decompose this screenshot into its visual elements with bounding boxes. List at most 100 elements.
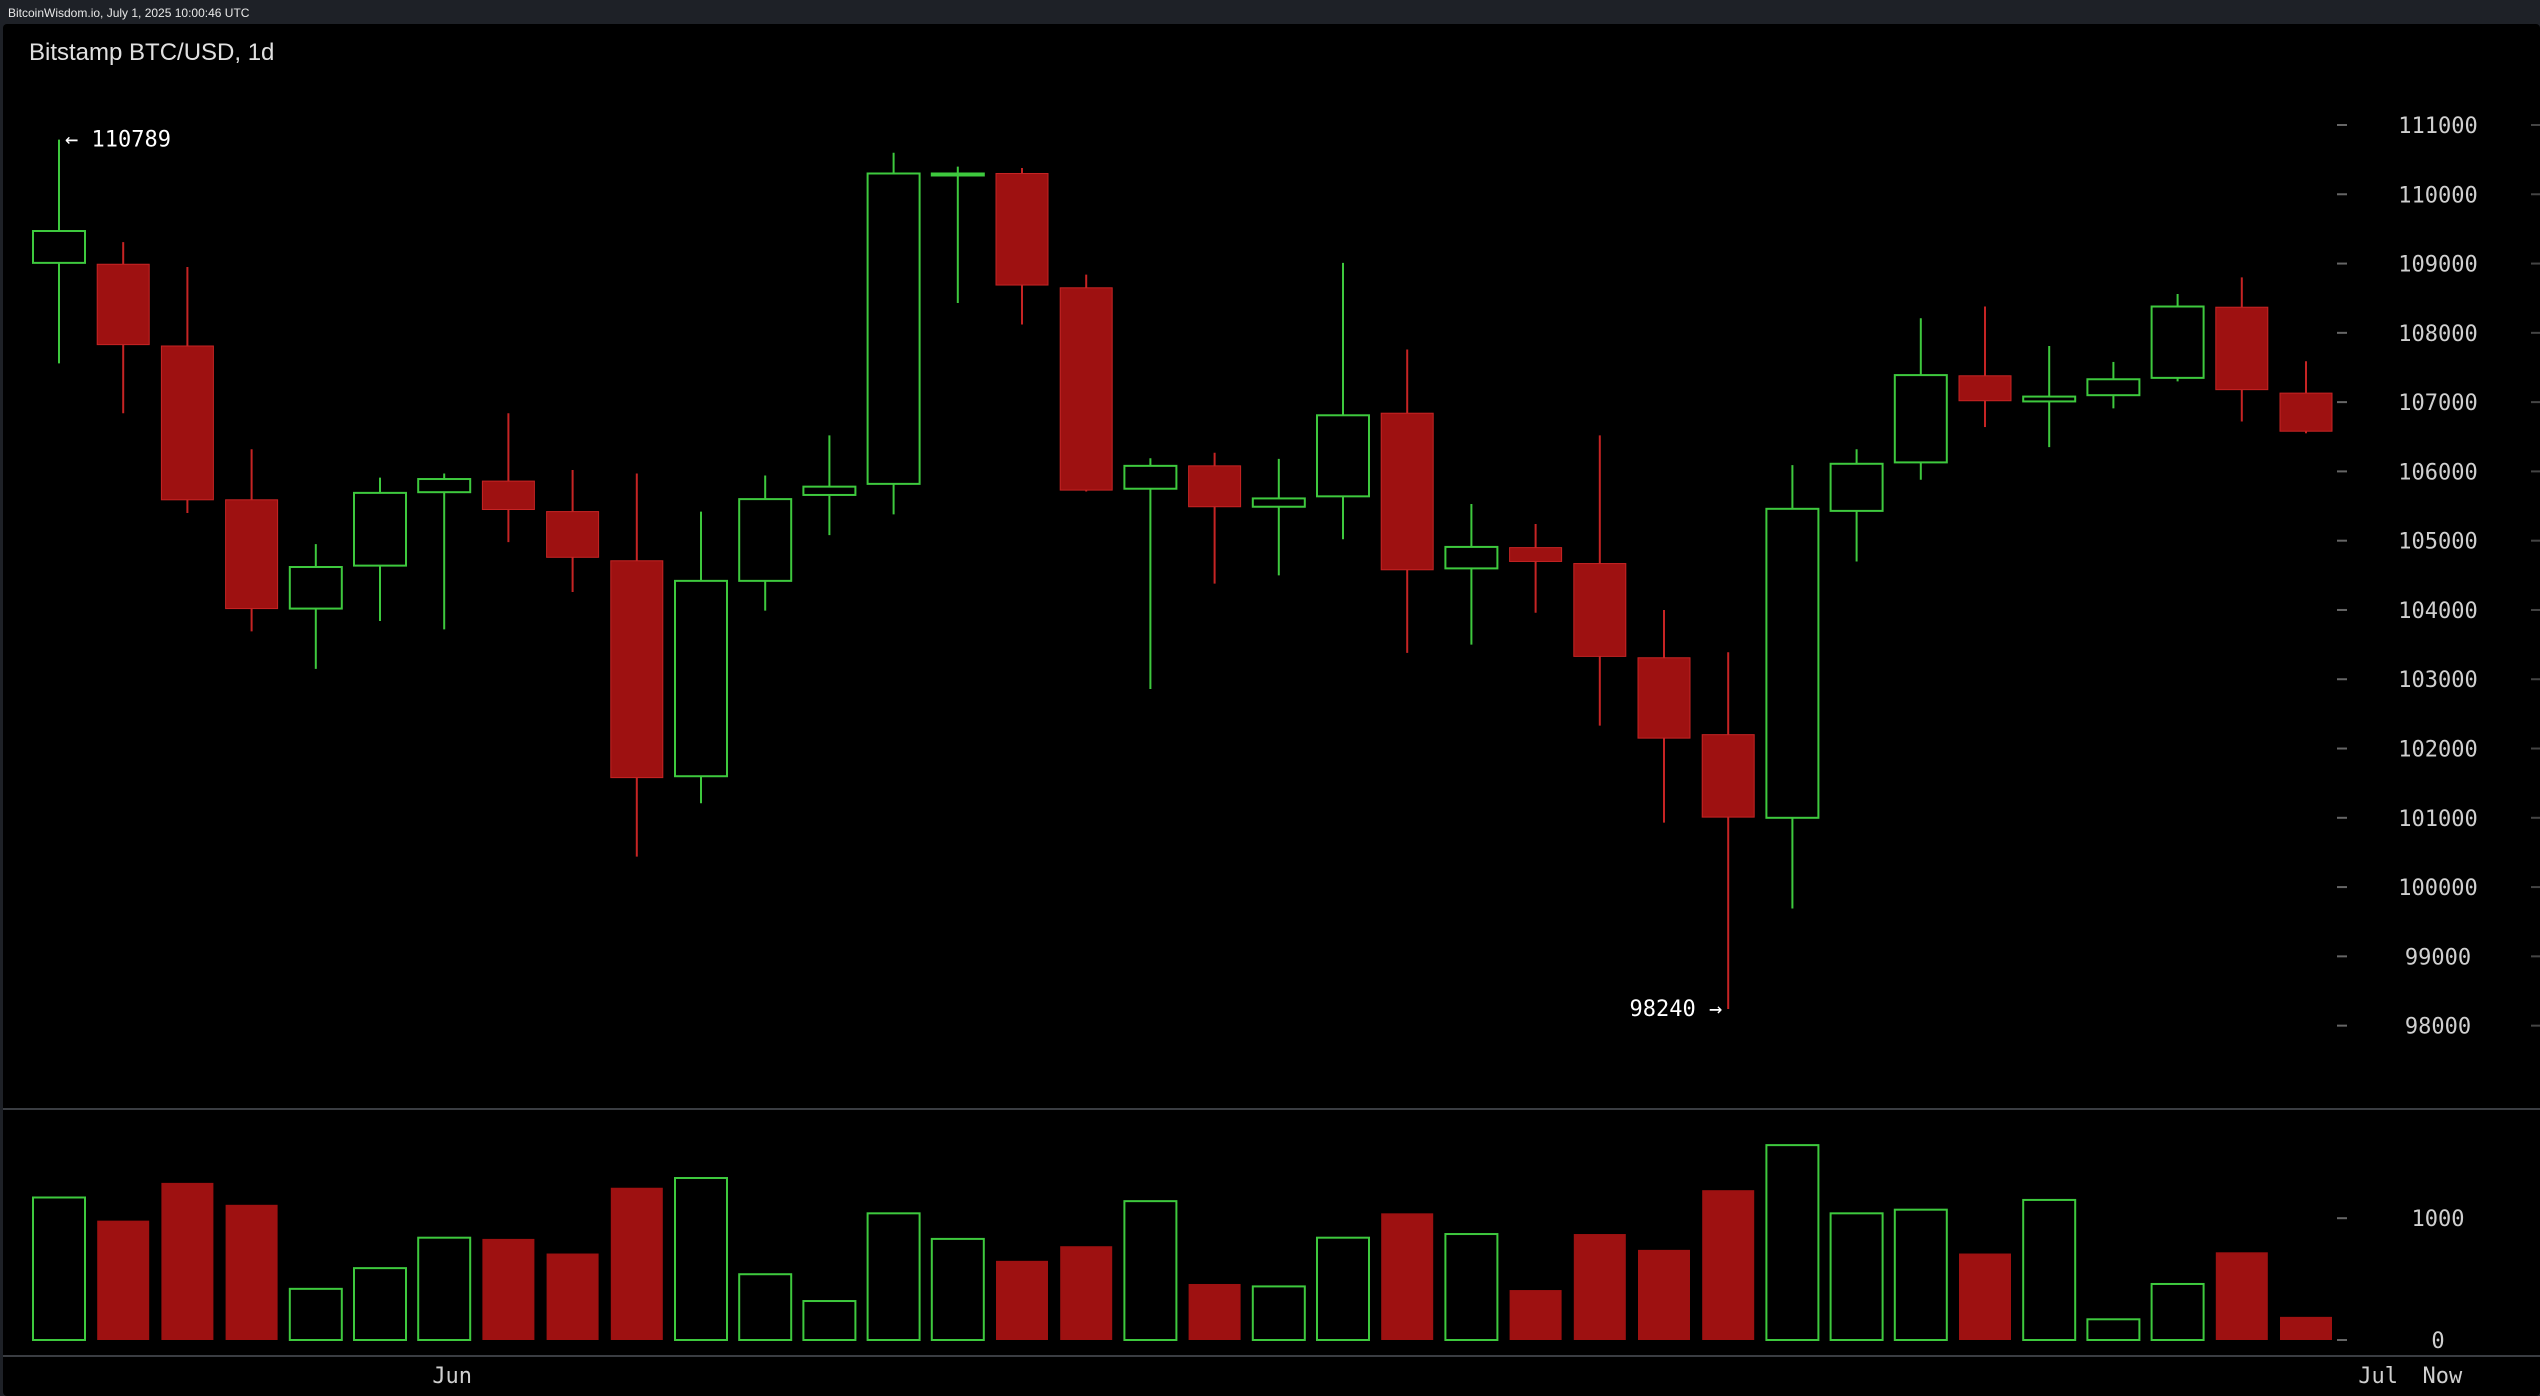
candle-body-up bbox=[1316, 414, 1370, 498]
volume-bar-up bbox=[1251, 1285, 1306, 1341]
volume-bar-down bbox=[1638, 1249, 1690, 1340]
volume-bar-up bbox=[802, 1300, 857, 1342]
volume-bar-down bbox=[1381, 1213, 1434, 1340]
volume-bar-down bbox=[2215, 1252, 2268, 1340]
candle-body-down bbox=[546, 511, 600, 558]
price-tick-label: 111000 bbox=[2398, 114, 2477, 139]
price-tick-label: 100000 bbox=[2398, 876, 2477, 901]
high-price-annotation: ← 110789 bbox=[65, 128, 171, 153]
candle-body-up bbox=[417, 478, 472, 494]
time-axis-label: Jun bbox=[432, 1364, 472, 1389]
candle-body-up bbox=[802, 485, 857, 496]
top-bar: BitcoinWisdom.io, July 1, 2025 10:00:46 … bbox=[0, 0, 2540, 24]
price-tick-label: 107000 bbox=[2398, 391, 2477, 416]
volume-bar-up bbox=[930, 1237, 985, 1342]
volume-bar-up bbox=[1893, 1208, 1948, 1341]
volume-bar-up bbox=[1765, 1144, 1820, 1341]
volume-bar-up bbox=[2086, 1318, 2141, 1341]
volume-bar-down bbox=[225, 1204, 278, 1340]
price-axis: 111000 110000 109000 108000 107000 106000 1050… bbox=[2337, 114, 2540, 1040]
low-price-annotation: 98240 → bbox=[1629, 997, 1722, 1022]
candle-body-up bbox=[866, 172, 921, 485]
price-tick-label: 106000 bbox=[2398, 460, 2477, 485]
candle-body-up bbox=[32, 229, 86, 264]
volume-tick-label: 0 bbox=[2431, 1329, 2444, 1354]
price-tick-label: 102000 bbox=[2398, 738, 2477, 763]
price-tick-label: 99000 bbox=[2405, 945, 2471, 970]
volume-bar-down bbox=[1509, 1290, 1562, 1340]
volume-bars bbox=[32, 1144, 2332, 1342]
volume-bar-down bbox=[97, 1220, 150, 1340]
candle-body-up bbox=[1444, 545, 1499, 570]
price-tick-label: 110000 bbox=[2398, 183, 2477, 208]
volume-bar-up bbox=[2150, 1282, 2205, 1342]
candle-body-up bbox=[1123, 464, 1178, 490]
volume-bar-down bbox=[2280, 1316, 2332, 1340]
price-tick-label: 105000 bbox=[2398, 530, 2477, 555]
candle-body-down bbox=[1059, 287, 1113, 491]
price-tick-label: 109000 bbox=[2398, 253, 2477, 278]
candle-wicks bbox=[58, 139, 2307, 1010]
chart-panel: Bitstamp BTC/USD, 1d 111000 110000 109000 1… bbox=[3, 24, 2540, 1396]
candle-body-down bbox=[225, 499, 279, 610]
volume-bar-down bbox=[996, 1260, 1048, 1340]
volume-bar-up bbox=[1444, 1233, 1499, 1342]
candle-body-down bbox=[160, 345, 214, 501]
volume-bar-down bbox=[546, 1253, 599, 1340]
candle-body-up bbox=[2150, 305, 2205, 379]
volume-bar-up bbox=[32, 1196, 86, 1342]
volume-bar-down bbox=[610, 1187, 663, 1340]
candle-body-down bbox=[1188, 465, 1242, 508]
volume-axis: 1000 0 bbox=[2337, 1207, 2464, 1354]
price-tick-label: 103000 bbox=[2398, 668, 2477, 693]
candle-body-up bbox=[738, 498, 793, 582]
candle-body-down bbox=[96, 263, 150, 346]
volume-bar-up bbox=[2022, 1198, 2077, 1342]
candle-body-up bbox=[1829, 462, 1884, 512]
time-axis-label: Now bbox=[2423, 1364, 2463, 1389]
volume-bar-up bbox=[353, 1267, 407, 1341]
volume-bar-down bbox=[161, 1182, 214, 1340]
candle-body-down bbox=[995, 172, 1049, 286]
candle-body-down bbox=[1958, 375, 2012, 402]
candle-body-down bbox=[1701, 734, 1755, 818]
candle-body-up bbox=[2086, 378, 2141, 397]
candle-body-down bbox=[1509, 547, 1563, 562]
candle-body-up bbox=[353, 491, 407, 567]
chart-title: Bitstamp BTC/USD, 1d bbox=[29, 39, 274, 66]
candle-body-down bbox=[1573, 563, 1627, 657]
source-timestamp: BitcoinWisdom.io, July 1, 2025 10:00:46 … bbox=[8, 6, 250, 20]
volume-bar-down bbox=[1188, 1283, 1241, 1340]
price-tick-label: 108000 bbox=[2398, 322, 2477, 347]
candle-body-up bbox=[1893, 374, 1948, 464]
candle-body-down bbox=[481, 480, 535, 511]
volume-bar-up bbox=[417, 1236, 472, 1341]
candle-body-up bbox=[288, 566, 343, 610]
volume-bar-up bbox=[1316, 1236, 1370, 1341]
candle-body-up bbox=[674, 579, 728, 778]
candle-body-down bbox=[1380, 412, 1434, 571]
candle-body-up bbox=[930, 172, 985, 177]
candle-body-down bbox=[1637, 657, 1691, 739]
volume-bar-down bbox=[1573, 1234, 1626, 1340]
candle-body-down bbox=[2279, 392, 2333, 432]
volume-bar-up bbox=[1829, 1212, 1884, 1341]
price-tick-label: 104000 bbox=[2398, 599, 2477, 624]
volume-bar-down bbox=[1060, 1246, 1113, 1340]
price-tick-label: 98000 bbox=[2405, 1015, 2471, 1040]
candlestick-chart: Bitstamp BTC/USD, 1d 1110001100001090001… bbox=[3, 39, 2540, 1389]
price-annotations: ← 110789 98240 → bbox=[65, 128, 1722, 1022]
volume-bar-down bbox=[1959, 1253, 2011, 1340]
time-axis-label: Jul bbox=[2358, 1364, 2398, 1389]
volume-bar-down bbox=[482, 1238, 535, 1340]
volume-tick-label: 1000 bbox=[2412, 1207, 2465, 1232]
volume-bar-up bbox=[674, 1177, 728, 1341]
volume-bar-up bbox=[738, 1273, 793, 1342]
candle-body-up bbox=[1251, 497, 1306, 508]
candle-body-up bbox=[2022, 395, 2077, 403]
candle-body-down bbox=[610, 560, 664, 779]
candle-bodies bbox=[32, 172, 2333, 819]
price-tick-label: 101000 bbox=[2398, 807, 2477, 832]
volume-bar-up bbox=[866, 1212, 921, 1341]
volume-bar-up bbox=[1123, 1200, 1178, 1341]
